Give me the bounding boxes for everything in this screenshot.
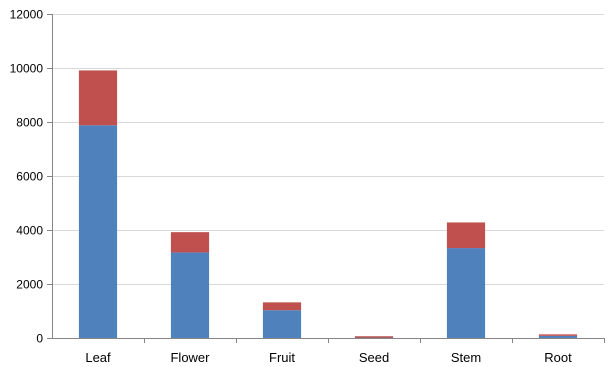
bar-seed-series-2 [354, 336, 394, 338]
bar-leaf-series-2 [78, 70, 118, 126]
bar-stem-series-2 [446, 222, 486, 249]
x-tick-label-root: Root [544, 350, 572, 365]
x-tick-label-stem: Stem [451, 350, 481, 365]
y-tick-label: 10000 [10, 62, 44, 76]
bar-leaf-series-1 [78, 125, 118, 339]
y-tick-label: 6000 [16, 170, 43, 184]
bar-fruit-series-1 [262, 310, 302, 338]
axes [47, 14, 605, 343]
gridlines [52, 14, 604, 285]
y-tick-label: 0 [36, 332, 43, 346]
x-tick-label-leaf: Leaf [85, 350, 111, 365]
bar-root-series-2 [538, 334, 578, 336]
x-tick-label-seed: Seed [359, 350, 389, 365]
bar-stem-series-1 [446, 248, 486, 338]
bar-flower-series-1 [170, 252, 210, 338]
y-tick-label: 12000 [10, 8, 44, 22]
bar-root-series-1 [538, 335, 578, 338]
x-tick-label-fruit: Fruit [269, 350, 295, 365]
y-tick-label: 8000 [16, 116, 43, 130]
bars [78, 70, 578, 339]
bar-fruit-series-2 [262, 302, 302, 311]
y-tick-label: 2000 [16, 278, 43, 292]
y-tick-label: 4000 [16, 224, 43, 238]
bar-flower-series-2 [170, 232, 210, 253]
labels: 0 2000 4000 6000 8000 10000 12000 Leaf Flower Fru… [10, 8, 572, 366]
x-tick-label-flower: Flower [170, 350, 210, 365]
